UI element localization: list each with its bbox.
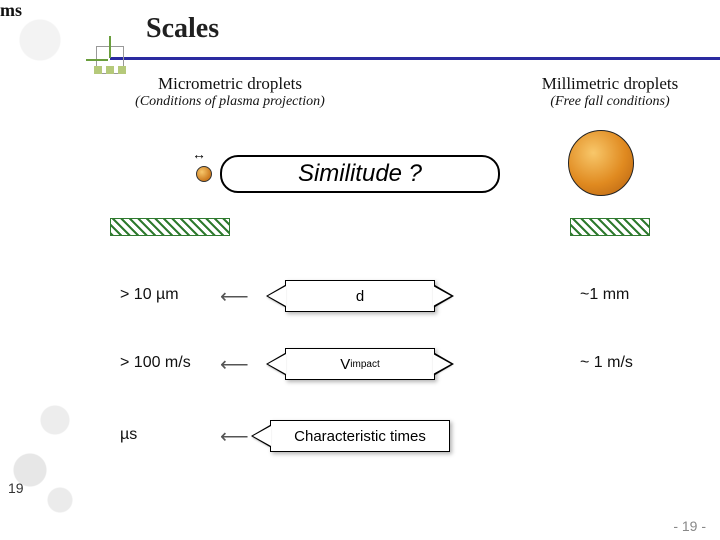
param-left-value-1: > 100 m/s	[120, 354, 191, 372]
hatched-surface-right	[570, 218, 650, 236]
page-number-right: - 19 -	[673, 518, 706, 534]
param-box-0: d	[285, 280, 435, 312]
decorative-left-strip	[0, 0, 90, 540]
back-arrow-left-0: ⟵	[220, 284, 249, 309]
similitude-box: Similitude ?	[220, 155, 500, 193]
page-number-left: 19	[8, 480, 24, 496]
param-right-value-0: ~1 mm	[580, 286, 629, 304]
param-box-2: Characteristic times	[270, 420, 450, 452]
hatched-surface-left	[110, 218, 230, 236]
param-left-value-0: > 10 µm	[120, 286, 179, 304]
title-bar: Scales	[110, 0, 720, 60]
back-arrow-left-1: ⟵	[220, 352, 249, 377]
right-column-heading: Millimetric droplets (Free fall conditio…	[510, 74, 710, 110]
big-droplet	[568, 130, 634, 196]
arrow-left-0	[268, 286, 286, 306]
arrow-left-2	[253, 426, 271, 446]
back-arrow-left-2: ⟵	[220, 424, 249, 449]
arrow-right-0	[433, 286, 451, 306]
param-right-value-1: ~ 1 m/s	[580, 354, 633, 372]
arrow-right-1	[433, 354, 451, 374]
slide-title: Scales	[146, 13, 219, 45]
tiny-droplet-scale-arrow: ↔	[192, 148, 206, 164]
param-left-value-2: µs	[120, 426, 137, 444]
left-column-heading: Micrometric droplets (Conditions of plas…	[100, 74, 360, 110]
tiny-droplet	[196, 166, 212, 182]
arrow-left-1	[268, 354, 286, 374]
corner-label: ms	[0, 0, 22, 21]
param-box-1: Vimpact	[285, 348, 435, 380]
slide-root: ms Scales Micrometric droplets (Conditio…	[0, 0, 720, 540]
